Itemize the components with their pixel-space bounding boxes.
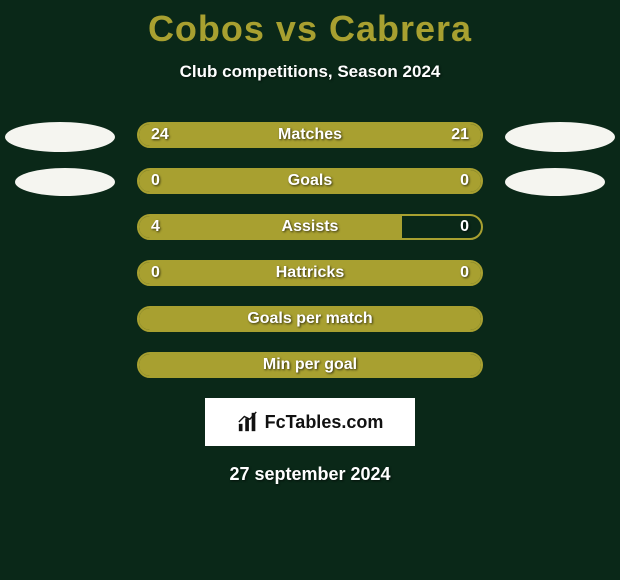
stat-value-right: 0 [460, 262, 469, 284]
player-left-avatar-1 [5, 122, 115, 152]
stat-label: Min per goal [139, 354, 481, 376]
bar-chart-icon [237, 411, 259, 433]
stat-value-right: 0 [460, 216, 469, 238]
stat-label: Goals [139, 170, 481, 192]
stat-label: Goals per match [139, 308, 481, 330]
player-left-avatar-2 [15, 168, 115, 196]
player-right-avatar-1 [505, 122, 615, 152]
stat-label: Matches [139, 124, 481, 146]
stat-value-right: 21 [451, 124, 469, 146]
stat-row-min-per-goal: Min per goal [137, 352, 483, 378]
stat-row-hattricks: 0 Hattricks 0 [137, 260, 483, 286]
stat-label: Assists [139, 216, 481, 238]
page-subtitle: Club competitions, Season 2024 [0, 62, 620, 82]
stat-row-goals: 0 Goals 0 [137, 168, 483, 194]
page-title: Cobos vs Cabrera [0, 0, 620, 50]
stat-row-assists: 4 Assists 0 [137, 214, 483, 240]
stat-value-right: 0 [460, 170, 469, 192]
stat-row-goals-per-match: Goals per match [137, 306, 483, 332]
stats-area: 24 Matches 21 0 Goals 0 4 Assists 0 0 Ha… [0, 122, 620, 485]
player-right-avatar-2 [505, 168, 605, 196]
branding-text: FcTables.com [265, 412, 384, 433]
footer-date: 27 september 2024 [0, 464, 620, 485]
stat-label: Hattricks [139, 262, 481, 284]
stat-row-matches: 24 Matches 21 [137, 122, 483, 148]
branding-box: FcTables.com [205, 398, 415, 446]
